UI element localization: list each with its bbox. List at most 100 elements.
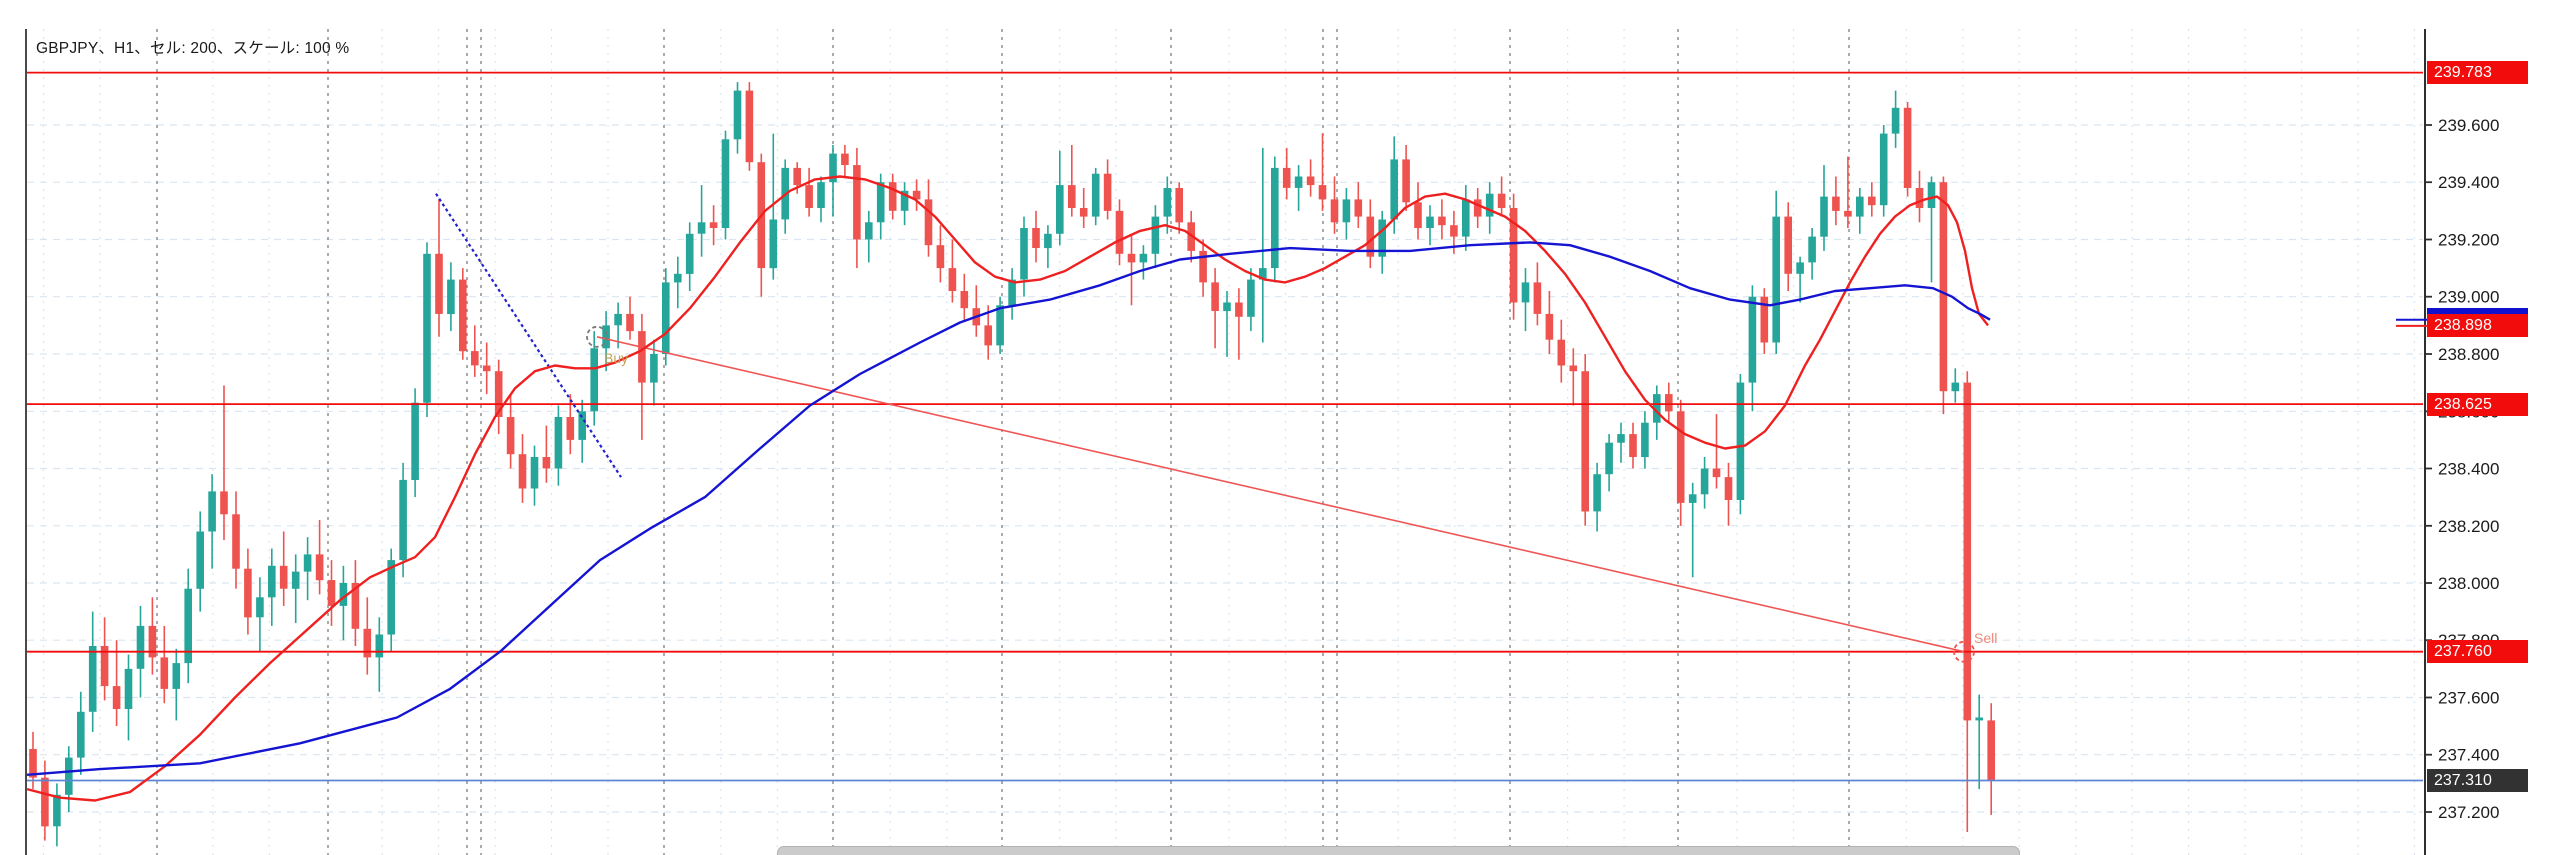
candle-down	[1533, 282, 1542, 314]
candle-up	[303, 554, 312, 572]
candle-down	[841, 153, 849, 165]
candle-up	[65, 757, 73, 795]
candle-up	[1294, 176, 1303, 188]
candle-down	[1760, 296, 1769, 343]
candle-up	[733, 90, 742, 140]
candle-up	[1247, 279, 1255, 317]
candle-up	[423, 253, 431, 403]
candle-down	[936, 245, 945, 269]
candle-down	[984, 325, 992, 346]
candle-down	[1402, 159, 1410, 203]
candle-up	[136, 625, 145, 669]
candle-up	[1378, 219, 1386, 257]
candle-up	[876, 182, 885, 223]
axis-tick-label: 237.600	[2438, 689, 2499, 708]
candle-up	[375, 634, 384, 658]
candle-up	[996, 305, 1004, 346]
candle-down	[1832, 196, 1840, 211]
candle-up	[769, 219, 778, 269]
candle-down	[888, 182, 897, 211]
candle-down	[363, 628, 372, 658]
axis-tick-label: 238.800	[2438, 345, 2499, 364]
candle-up	[1736, 382, 1745, 500]
candle-up	[399, 479, 407, 561]
candle-down	[745, 90, 754, 163]
candle-up	[124, 668, 133, 709]
price-axis-panel[interactable]	[2424, 29, 2560, 855]
buy-trade-label: Buy	[604, 350, 629, 366]
current-price-badge: 237.310	[2427, 769, 2528, 792]
candle-up	[1856, 196, 1864, 217]
candle-down	[1330, 199, 1339, 223]
candle-up	[650, 354, 658, 383]
candle-up	[1223, 302, 1231, 312]
axis-tick-label: 237.200	[2438, 803, 2499, 822]
candle-up	[256, 597, 264, 618]
candle-up	[1653, 394, 1661, 423]
candle-down	[1235, 302, 1243, 317]
chart-left-border	[25, 29, 27, 855]
candle-down	[459, 279, 467, 352]
candle-up	[697, 222, 706, 234]
candle-up	[53, 794, 61, 827]
candle-up	[1008, 279, 1016, 306]
candle-up	[1808, 236, 1816, 263]
blue-trendline[interactable]	[435, 193, 622, 478]
candle-down	[160, 657, 169, 689]
candle-down	[638, 331, 646, 383]
candle-up	[1951, 382, 1960, 392]
axis-tick-label: 239.400	[2438, 173, 2499, 192]
axis-tick-label: 239.200	[2438, 231, 2499, 250]
candle-up	[291, 571, 300, 589]
axis-tick-label: 238.200	[2438, 517, 2499, 536]
candle-down	[709, 222, 718, 228]
candle-down	[1844, 210, 1852, 217]
candle-down	[912, 190, 921, 200]
candle-down	[100, 646, 109, 687]
candle-up	[721, 139, 730, 228]
candle-down	[435, 253, 443, 314]
candle-down	[1318, 185, 1327, 200]
candle-up	[1426, 216, 1434, 228]
trade-history-line[interactable]	[596, 336, 1965, 653]
candle-down	[1712, 468, 1721, 478]
candle-down	[1629, 434, 1637, 457]
candle-up	[1056, 185, 1064, 234]
candle-up	[208, 491, 216, 532]
candle-down	[220, 491, 228, 515]
candle-down	[1724, 477, 1733, 500]
sell-point-circle	[1953, 640, 1975, 663]
candle-up	[1521, 282, 1530, 303]
candle-up	[1879, 133, 1888, 206]
candle-up	[1748, 296, 1757, 383]
candle-down	[1545, 313, 1554, 340]
candle-up	[1259, 268, 1267, 280]
candle-up	[1617, 434, 1625, 443]
candle-down	[1032, 228, 1040, 248]
candle-down	[494, 371, 503, 417]
candle-up	[1390, 159, 1398, 220]
candle-up	[1485, 193, 1494, 217]
candle-up	[1772, 216, 1780, 343]
candle-down	[279, 565, 288, 589]
candle-down	[506, 417, 515, 455]
candle-down	[41, 777, 49, 827]
candle-down	[482, 365, 491, 372]
horizontal-scrollbar-thumb[interactable]	[777, 846, 2020, 855]
candle-down	[626, 313, 634, 332]
candle-down	[471, 351, 479, 366]
candle-up	[184, 588, 192, 664]
candle-down	[1414, 202, 1422, 229]
candle-down	[1211, 282, 1219, 311]
candle-down	[1915, 188, 1924, 208]
ma-blue-line	[26, 241, 1991, 776]
candle-down	[805, 185, 813, 208]
candle-up	[554, 417, 563, 469]
candle-down	[1175, 188, 1183, 223]
candle-up	[530, 457, 539, 489]
candle-up	[1342, 199, 1351, 223]
candle-up	[77, 711, 85, 758]
